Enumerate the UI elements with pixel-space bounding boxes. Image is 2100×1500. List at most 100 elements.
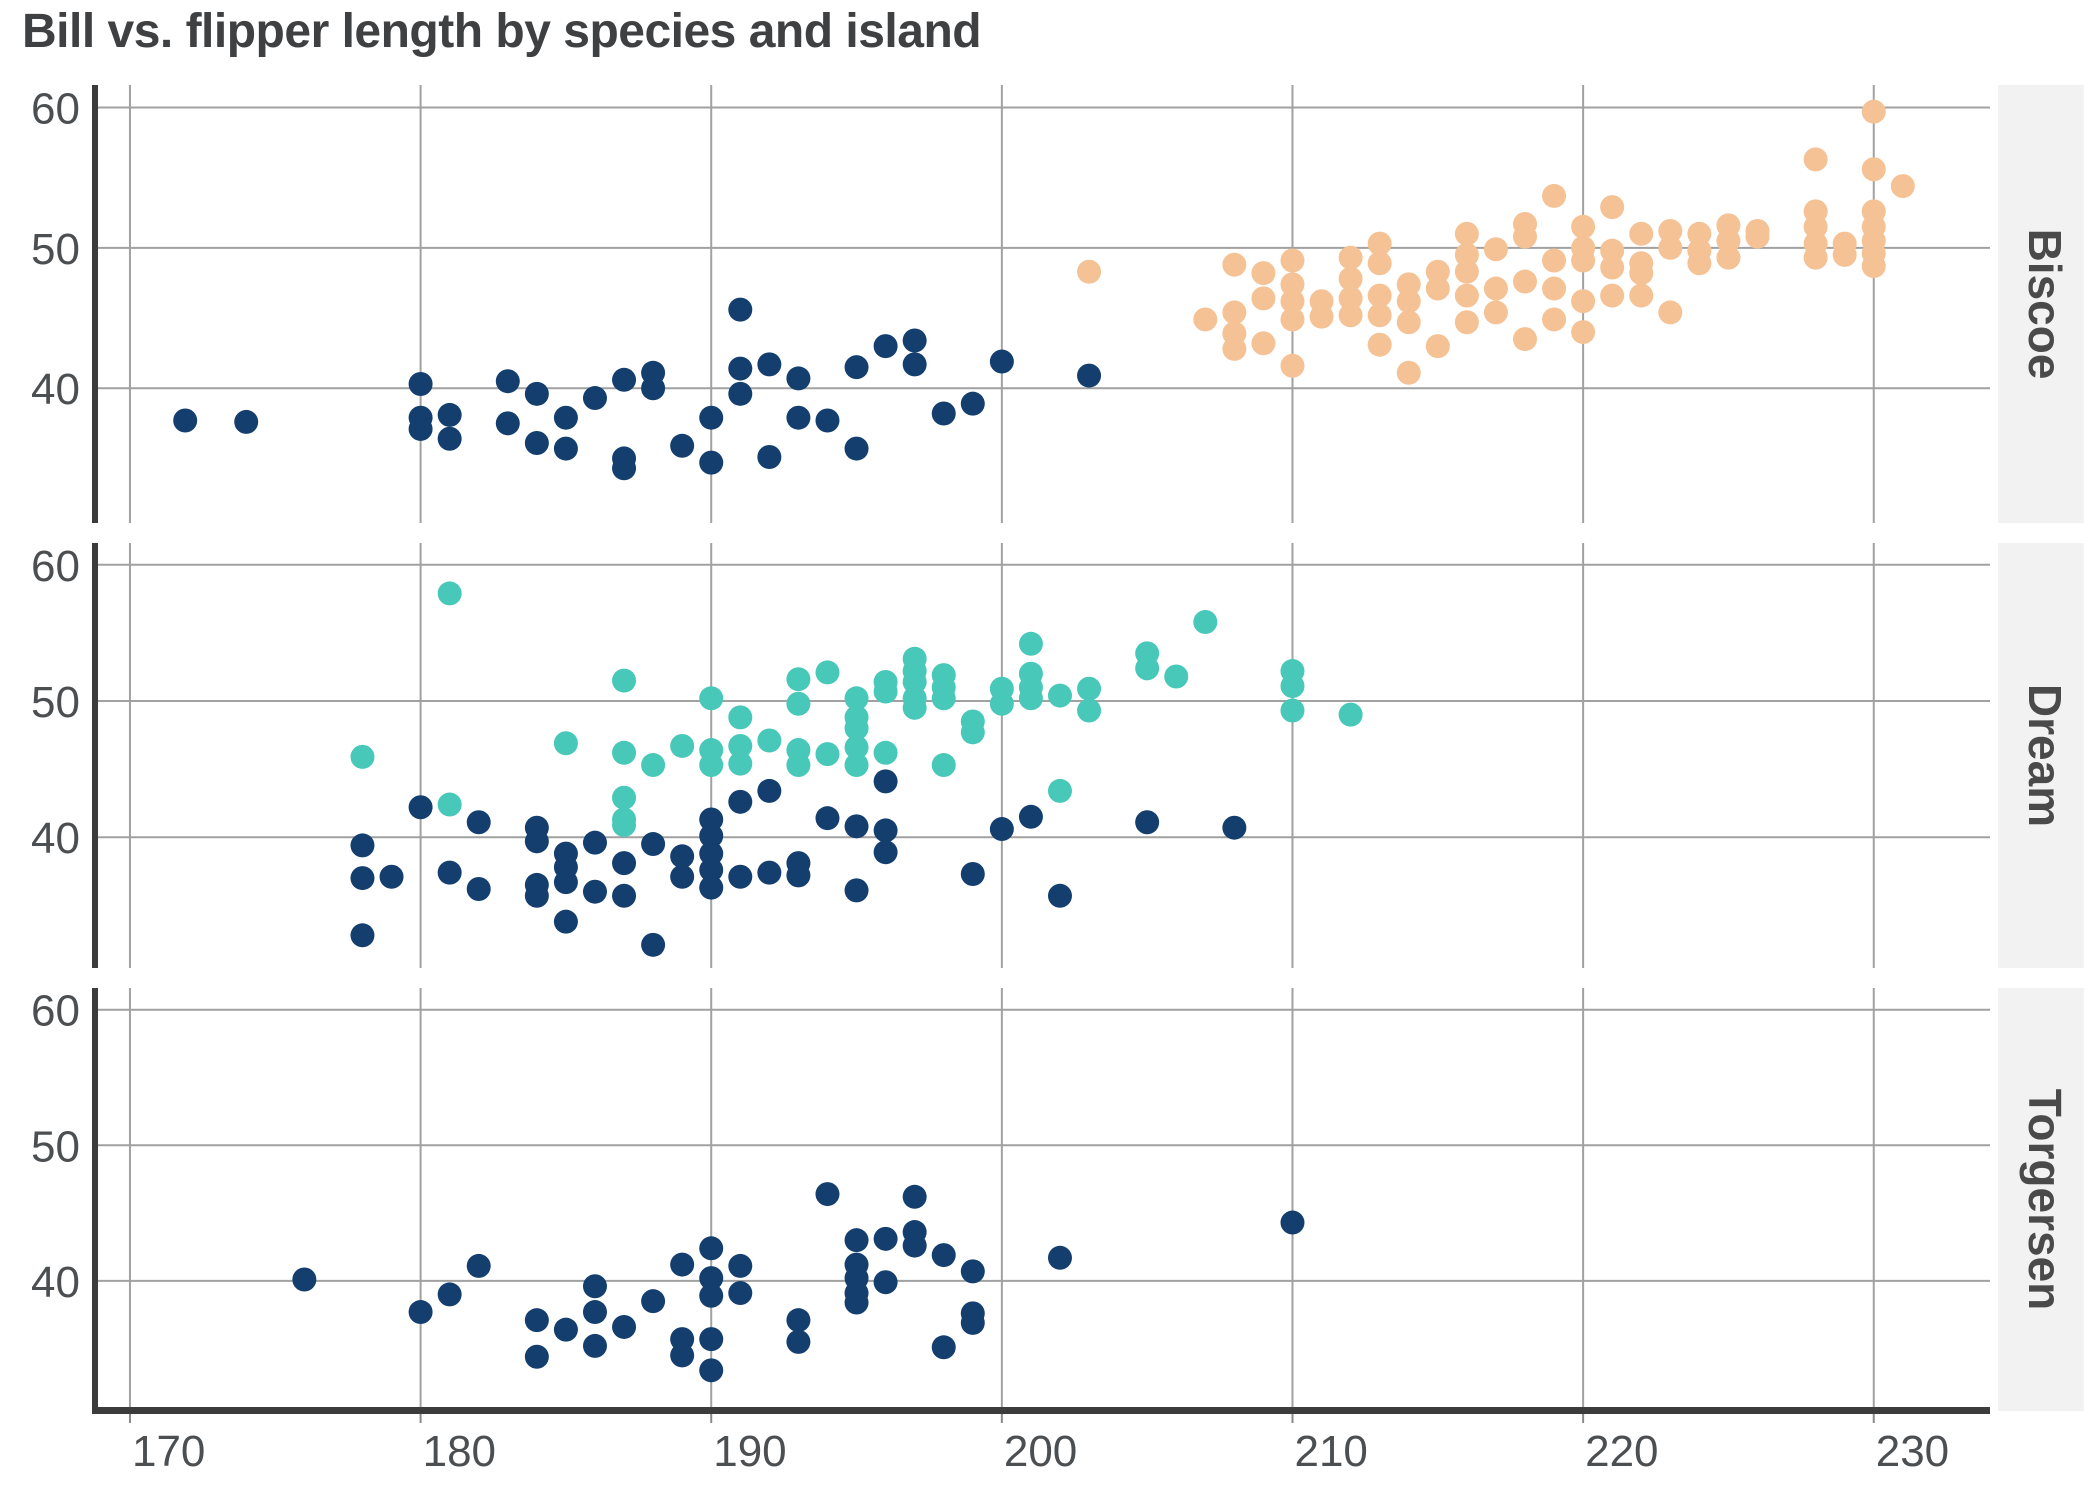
data-point bbox=[844, 753, 869, 778]
data-point bbox=[1571, 214, 1596, 239]
data-point bbox=[1658, 235, 1683, 260]
data-point bbox=[728, 864, 753, 889]
data-point bbox=[728, 297, 753, 322]
data-point bbox=[641, 932, 666, 957]
data-point bbox=[553, 1317, 578, 1342]
data-point bbox=[670, 1252, 695, 1277]
data-point bbox=[728, 733, 753, 758]
data-point bbox=[989, 817, 1014, 842]
data-point bbox=[1135, 656, 1160, 681]
data-point bbox=[728, 1281, 753, 1306]
data-point bbox=[582, 879, 607, 904]
data-point bbox=[1222, 336, 1247, 361]
data-point bbox=[1280, 248, 1305, 273]
data-point bbox=[641, 376, 666, 401]
data-point bbox=[612, 367, 637, 392]
data-point bbox=[1890, 174, 1915, 199]
data-point bbox=[1861, 254, 1886, 279]
data-point bbox=[873, 840, 898, 865]
data-point bbox=[1018, 686, 1043, 711]
data-point bbox=[786, 691, 811, 716]
data-point bbox=[1396, 360, 1421, 385]
data-point bbox=[931, 401, 956, 426]
data-point bbox=[757, 860, 782, 885]
data-point bbox=[1367, 332, 1392, 357]
data-point bbox=[699, 1283, 724, 1308]
data-point bbox=[1861, 99, 1886, 124]
y-tick-label: 50 bbox=[31, 678, 80, 727]
data-point bbox=[931, 686, 956, 711]
data-point bbox=[699, 1266, 724, 1291]
data-point bbox=[612, 785, 637, 810]
data-point bbox=[553, 909, 578, 934]
data-point bbox=[844, 716, 869, 741]
data-point bbox=[524, 1344, 549, 1369]
facet-strip bbox=[1998, 543, 2084, 968]
data-point bbox=[1629, 261, 1654, 286]
data-point bbox=[1600, 255, 1625, 280]
data-point bbox=[786, 753, 811, 778]
data-point bbox=[1280, 353, 1305, 378]
data-point bbox=[1512, 327, 1537, 352]
data-point bbox=[1280, 307, 1305, 332]
data-point bbox=[524, 1308, 549, 1333]
x-axis-line bbox=[92, 1407, 1990, 1414]
data-point bbox=[1542, 307, 1567, 332]
data-point bbox=[902, 352, 927, 377]
data-point bbox=[1367, 251, 1392, 276]
data-point bbox=[350, 923, 375, 948]
data-point bbox=[873, 1270, 898, 1295]
data-point bbox=[1512, 269, 1537, 294]
data-point bbox=[728, 751, 753, 776]
data-point bbox=[437, 860, 462, 885]
data-point bbox=[466, 1253, 491, 1278]
data-point bbox=[960, 1259, 985, 1284]
data-point bbox=[1454, 242, 1479, 267]
data-point bbox=[1454, 283, 1479, 308]
data-point bbox=[1658, 300, 1683, 325]
data-point bbox=[612, 456, 637, 481]
y-tick-label: 50 bbox=[31, 225, 80, 274]
y-tick-label: 40 bbox=[31, 814, 80, 863]
x-tick-label: 220 bbox=[1585, 1427, 1658, 1476]
data-point bbox=[757, 445, 782, 470]
data-point bbox=[1571, 289, 1596, 314]
x-tick-mark bbox=[710, 1414, 713, 1423]
data-point bbox=[1338, 702, 1363, 727]
data-point bbox=[1280, 1210, 1305, 1235]
data-point bbox=[1512, 224, 1537, 249]
data-point bbox=[699, 875, 724, 900]
data-point bbox=[437, 581, 462, 606]
data-point bbox=[408, 1300, 433, 1325]
x-tick-label: 170 bbox=[132, 1427, 205, 1476]
data-point bbox=[1687, 221, 1712, 246]
data-point bbox=[1047, 778, 1072, 803]
data-point bbox=[844, 436, 869, 461]
data-point bbox=[1018, 804, 1043, 829]
data-point bbox=[757, 778, 782, 803]
data-point bbox=[786, 1308, 811, 1333]
data-point bbox=[815, 806, 840, 831]
data-point bbox=[1222, 252, 1247, 277]
data-point bbox=[1454, 221, 1479, 246]
data-point bbox=[1222, 300, 1247, 325]
data-point bbox=[1629, 283, 1654, 308]
data-point bbox=[1483, 276, 1508, 301]
data-point bbox=[989, 349, 1014, 374]
data-point bbox=[873, 1226, 898, 1251]
data-point bbox=[641, 753, 666, 778]
data-point bbox=[1047, 883, 1072, 908]
data-point bbox=[1338, 266, 1363, 291]
data-point bbox=[670, 864, 695, 889]
data-point bbox=[1542, 183, 1567, 208]
data-point bbox=[553, 405, 578, 430]
data-point bbox=[1280, 289, 1305, 314]
data-point bbox=[931, 1335, 956, 1360]
x-tick-label: 180 bbox=[423, 1427, 496, 1476]
data-point bbox=[1222, 815, 1247, 840]
data-point bbox=[989, 691, 1014, 716]
data-point bbox=[699, 405, 724, 430]
data-point bbox=[1687, 251, 1712, 276]
x-tick-mark bbox=[128, 1414, 131, 1423]
